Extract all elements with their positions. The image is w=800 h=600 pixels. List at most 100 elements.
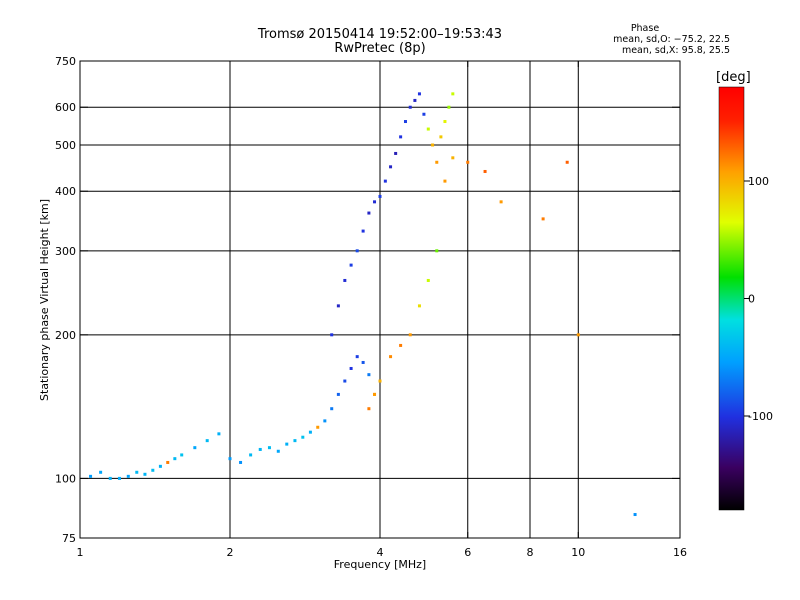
data-point xyxy=(293,439,297,443)
data-point xyxy=(361,229,365,233)
data-point xyxy=(367,373,371,377)
data-point xyxy=(158,464,162,468)
chart-subtitle: RwPretec (8p) xyxy=(334,41,426,56)
data-point xyxy=(439,135,443,139)
data-point xyxy=(323,419,327,423)
data-point xyxy=(180,453,184,457)
x-tick-label: 10 xyxy=(571,546,585,559)
x-tick-labels: 1 2 4 6 8 10 16 xyxy=(77,546,688,559)
data-point xyxy=(99,470,103,474)
data-point xyxy=(383,179,387,183)
data-point xyxy=(205,439,209,443)
data-point xyxy=(443,120,447,124)
y-tick-label: 75 xyxy=(62,532,76,545)
data-point xyxy=(451,92,455,96)
axis-ticks xyxy=(79,60,681,539)
data-point xyxy=(403,120,407,124)
data-point xyxy=(330,333,334,337)
data-point xyxy=(89,474,93,478)
data-point xyxy=(367,407,371,411)
data-point xyxy=(361,360,365,364)
y-tick-label: 200 xyxy=(55,329,76,342)
data-point xyxy=(308,430,312,434)
data-point xyxy=(378,379,382,383)
x-tick-label: 1 xyxy=(77,546,84,559)
colorbar xyxy=(718,86,745,511)
data-point xyxy=(355,355,359,359)
data-point xyxy=(447,105,451,109)
data-point xyxy=(126,474,130,478)
colorbar-ticks: 100 0 -100 xyxy=(744,175,773,423)
data-point xyxy=(483,169,487,173)
data-point xyxy=(336,304,340,308)
data-point xyxy=(349,366,353,370)
colorbar-label: [deg] xyxy=(716,70,751,85)
data-point xyxy=(151,468,155,472)
data-point xyxy=(417,92,421,96)
data-point xyxy=(435,160,439,164)
data-point xyxy=(633,513,637,517)
data-point xyxy=(301,435,305,439)
data-point xyxy=(249,453,253,457)
data-point xyxy=(576,333,580,337)
data-point xyxy=(499,200,503,204)
data-point xyxy=(239,460,243,464)
stats-header: Phase xyxy=(630,23,660,34)
y-tick-label: 750 xyxy=(55,55,76,68)
data-point xyxy=(336,392,340,396)
data-point xyxy=(435,249,439,253)
x-tick-label: 8 xyxy=(527,546,534,559)
data-point xyxy=(228,457,232,461)
data-point xyxy=(193,446,197,450)
data-point xyxy=(422,112,426,116)
data-point xyxy=(258,447,262,451)
x-tick-label: 2 xyxy=(227,546,234,559)
y-tick-label: 300 xyxy=(55,245,76,258)
data-point xyxy=(408,333,412,337)
y-tick-label: 400 xyxy=(55,185,76,198)
data-point xyxy=(173,457,177,461)
data-point xyxy=(565,160,569,164)
y-tick-label: 100 xyxy=(55,472,76,485)
colorbar-tick-label: 0 xyxy=(748,293,755,306)
data-point xyxy=(451,156,455,160)
x-tick-label: 6 xyxy=(464,546,471,559)
chart-title: Tromsø 20150414 19:52:00–19:53:43 xyxy=(257,27,503,42)
data-point xyxy=(389,355,393,359)
data-point xyxy=(316,425,320,429)
data-point xyxy=(267,446,271,450)
data-point xyxy=(355,249,359,253)
scatter-points xyxy=(89,92,637,517)
data-point xyxy=(343,278,347,282)
grid-lines xyxy=(80,61,680,538)
data-point xyxy=(426,127,430,131)
data-point xyxy=(166,460,170,464)
data-point xyxy=(330,407,334,411)
data-point xyxy=(443,179,447,183)
data-point xyxy=(343,379,347,383)
y-tick-labels: 75 100 200 300 400 500 600 750 xyxy=(55,55,76,545)
data-point xyxy=(135,470,139,474)
data-point xyxy=(399,343,403,347)
y-tick-label: 500 xyxy=(55,139,76,152)
x-axis-label: Frequency [MHz] xyxy=(334,558,426,571)
data-point xyxy=(217,432,221,436)
x-tick-label: 16 xyxy=(673,546,687,559)
x-tick-label: 4 xyxy=(377,546,384,559)
data-point xyxy=(143,472,147,476)
colorbar-tick-label: -100 xyxy=(748,410,773,423)
data-point xyxy=(108,476,112,480)
data-point xyxy=(466,160,470,164)
data-point xyxy=(373,392,377,396)
data-point xyxy=(285,442,289,446)
data-point xyxy=(417,304,421,308)
data-point xyxy=(349,263,353,267)
y-axis-label: Stationary phase Virtual Height [km] xyxy=(38,199,51,401)
data-point xyxy=(541,217,545,221)
data-point xyxy=(399,135,403,139)
data-point xyxy=(378,194,382,198)
data-point xyxy=(394,151,398,155)
data-point xyxy=(408,105,412,109)
data-point xyxy=(413,98,417,102)
